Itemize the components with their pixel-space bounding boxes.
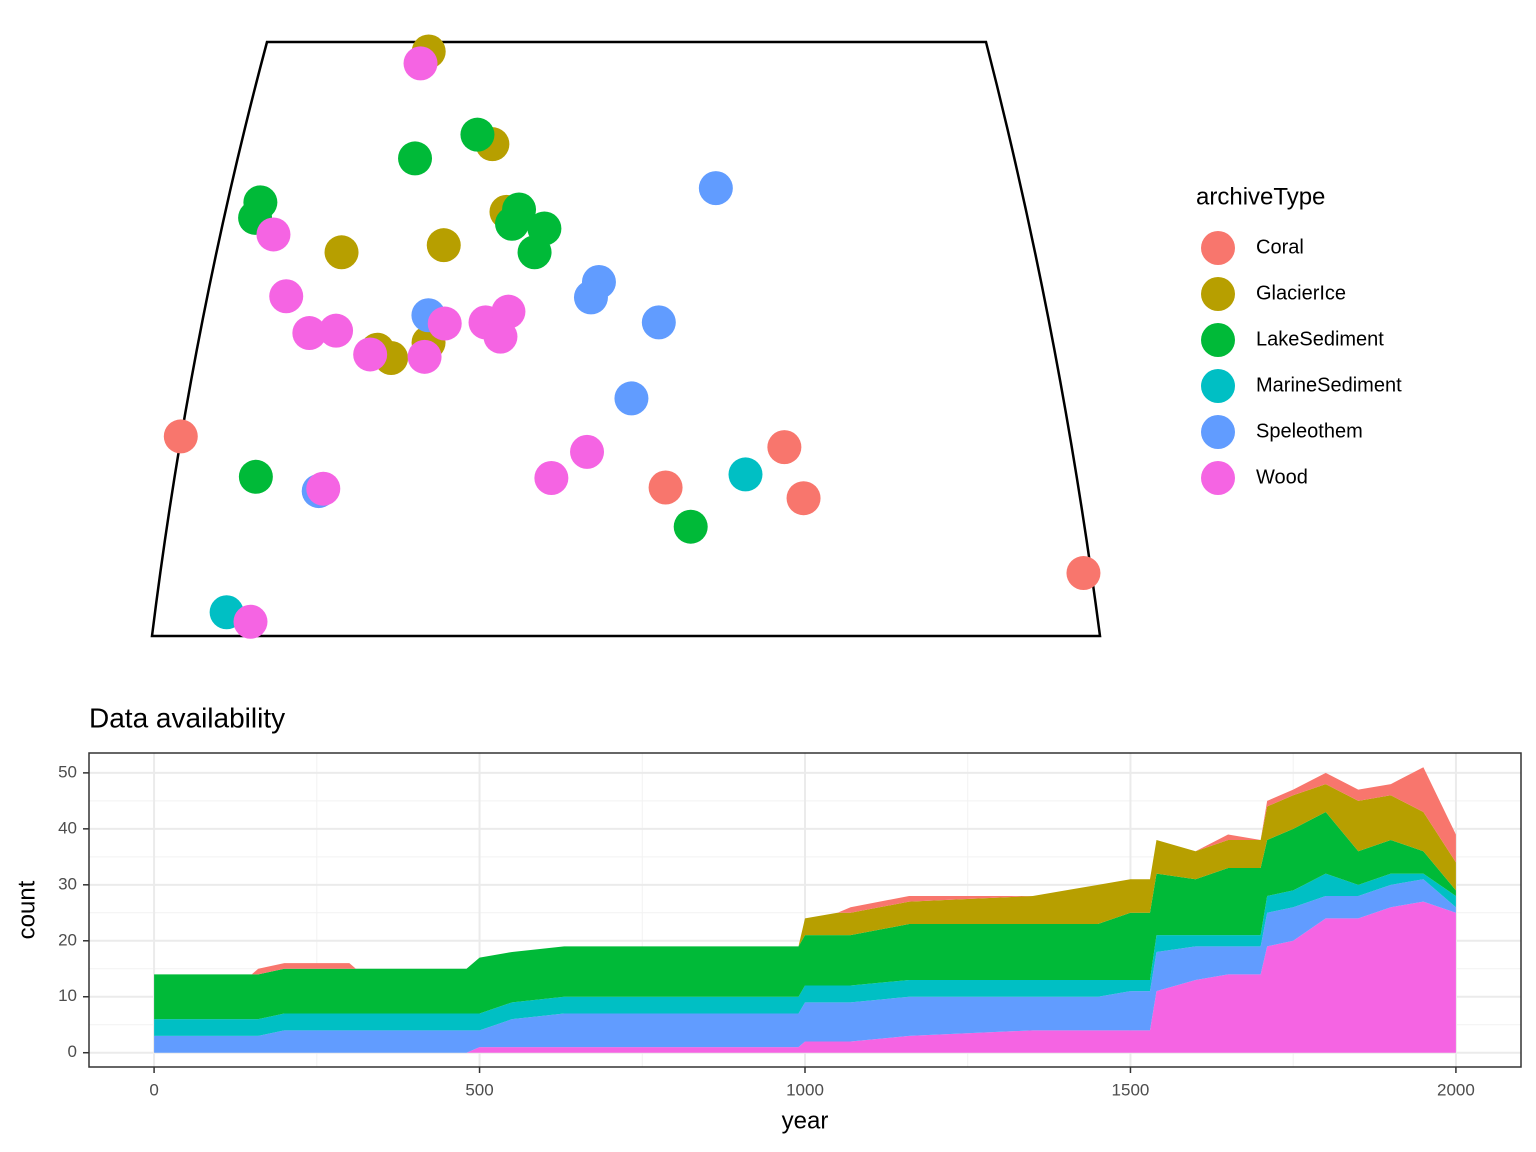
point (427, 306, 462, 341)
point (292, 316, 327, 351)
y-tick-label: 40 (58, 818, 77, 837)
point (324, 235, 359, 270)
y-tick-label: 20 (58, 930, 77, 949)
point (534, 460, 569, 495)
point (483, 319, 518, 354)
legend-swatch (1201, 277, 1235, 311)
point (648, 470, 683, 505)
point (163, 419, 198, 454)
panel-border (88, 752, 1522, 1068)
x-axis-label: year (782, 1107, 829, 1134)
point (426, 228, 461, 263)
point (1066, 556, 1101, 591)
point (233, 604, 268, 639)
area (154, 901, 1456, 1053)
legend-swatch (1201, 415, 1235, 449)
legend-swatch (1201, 231, 1235, 265)
point (517, 235, 552, 270)
point (407, 339, 442, 374)
point (269, 279, 304, 314)
x-tick-label: 500 (465, 1080, 493, 1099)
legend-swatch (1201, 461, 1235, 495)
point (786, 481, 821, 516)
point (614, 381, 649, 416)
point (353, 337, 388, 372)
area (154, 879, 1456, 1053)
point (398, 141, 433, 176)
y-tick-label: 50 (58, 762, 77, 781)
area (154, 784, 1456, 975)
x-tick-label: 0 (149, 1080, 158, 1099)
legend-swatch (1201, 323, 1235, 357)
area (154, 873, 1456, 1036)
y-tick-label: 30 (58, 874, 77, 893)
legend-label: Speleothem (1256, 420, 1363, 442)
y-tick-label: 10 (58, 986, 77, 1005)
point (698, 171, 733, 206)
y-axis-label: count (13, 880, 40, 939)
legend-label: GlacierIce (1256, 282, 1346, 304)
y-tick-label: 0 (68, 1042, 77, 1061)
x-tick-label: 2000 (1437, 1080, 1475, 1099)
legend-label: Coral (1256, 236, 1304, 258)
legend-label: Wood (1256, 466, 1308, 488)
point (238, 459, 273, 494)
point (256, 217, 291, 252)
point (573, 280, 608, 315)
point (319, 313, 354, 348)
legend-label: MarineSediment (1256, 374, 1402, 396)
point (495, 206, 530, 241)
x-tick-label: 1500 (1112, 1080, 1150, 1099)
point (403, 46, 438, 81)
legend-swatch (1201, 369, 1235, 403)
point (306, 471, 341, 506)
point (728, 457, 763, 492)
legend-label: LakeSediment (1256, 328, 1384, 350)
point (570, 434, 605, 469)
point (641, 305, 676, 340)
chart-title: Data availability (89, 702, 285, 733)
point (673, 509, 708, 544)
area (154, 812, 1456, 1020)
x-tick-label: 1000 (786, 1080, 824, 1099)
legend-title: archiveType (1196, 183, 1325, 210)
point (767, 430, 802, 465)
point (460, 117, 495, 152)
